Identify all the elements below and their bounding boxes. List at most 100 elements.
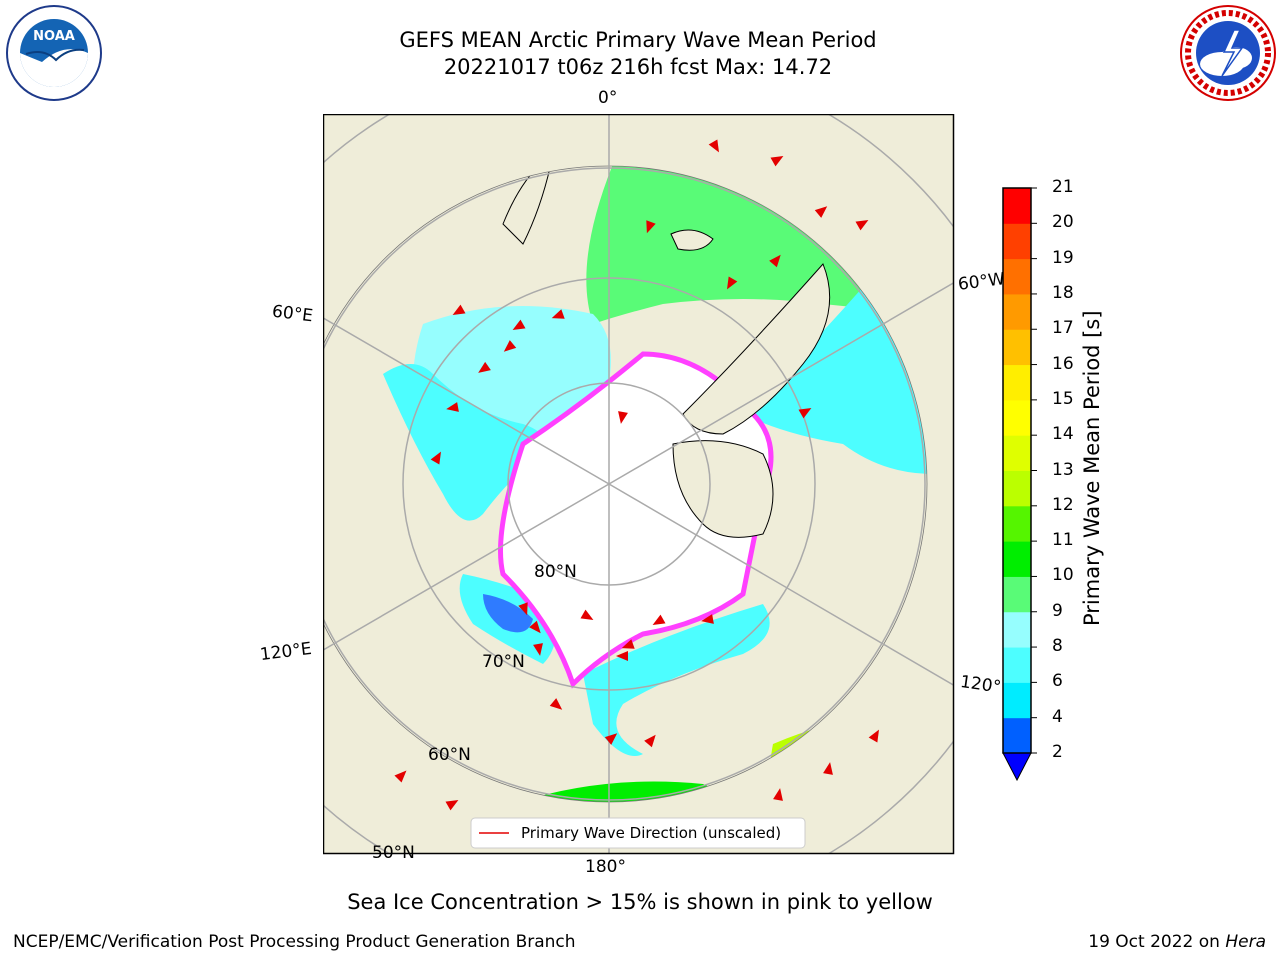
lat-label-80n: 80°N bbox=[534, 562, 577, 582]
colorbar-segments bbox=[1003, 188, 1031, 754]
colorbar-tick-label: 4 bbox=[1052, 706, 1063, 727]
novaya-zemlya bbox=[502, 166, 554, 245]
colorbar-under-triangle bbox=[1002, 752, 1032, 782]
ocean-region-cyan-south bbox=[583, 604, 770, 756]
run-date-text: 19 Oct 2022 on bbox=[1088, 932, 1226, 952]
colorbar-segment bbox=[1003, 470, 1031, 507]
wave-arrow bbox=[823, 762, 833, 775]
colorbar-segment bbox=[1003, 541, 1031, 577]
colorbar-tick-label: 12 bbox=[1052, 494, 1074, 515]
wave-arrow bbox=[549, 698, 563, 710]
colorbar-segment bbox=[1003, 258, 1031, 295]
colorbar-tick-label: 9 bbox=[1052, 600, 1063, 621]
colorbar-segment bbox=[1003, 505, 1031, 542]
wave-direction-arrows bbox=[394, 139, 879, 811]
colorbar-segment bbox=[1003, 682, 1031, 719]
colorbar-segment bbox=[1003, 293, 1031, 330]
greenland bbox=[682, 263, 831, 435]
wave-arrow bbox=[644, 734, 656, 748]
wave-arrow bbox=[430, 451, 441, 465]
lon-label-60e: 60°E bbox=[270, 301, 314, 327]
wave-arrow bbox=[518, 602, 528, 616]
colorbar bbox=[1002, 187, 1037, 782]
lat-label-60n: 60°N bbox=[428, 745, 471, 765]
colorbar-tick-label: 8 bbox=[1052, 636, 1063, 657]
wave-arrow bbox=[551, 309, 565, 319]
svalbard bbox=[670, 229, 714, 251]
arrow-legend: Primary Wave Direction (unscaled) bbox=[470, 817, 806, 849]
wave-arrow bbox=[701, 614, 714, 624]
colorbar-tick-label: 14 bbox=[1052, 424, 1074, 445]
colorbar-segment bbox=[1003, 647, 1031, 683]
wave-arrow bbox=[708, 139, 719, 153]
map-subtitle: 20221017 t06z 216h fcst Max: 14.72 bbox=[443, 55, 833, 79]
polar-map: Primary Wave Direction (unscaled) bbox=[323, 114, 955, 855]
wave-arrow bbox=[770, 156, 784, 167]
wave-arrow bbox=[769, 254, 781, 268]
wave-arrow bbox=[580, 609, 594, 620]
wave-arrow bbox=[394, 770, 407, 783]
colorbar-segment bbox=[1003, 717, 1031, 754]
sea-ice-note: Sea Ice Concentration > 15% is shown in … bbox=[347, 890, 933, 914]
colorbar-tick-label: 21 bbox=[1052, 177, 1074, 197]
colorbar-tick-label: 17 bbox=[1052, 318, 1074, 339]
colorbar-segment bbox=[1003, 399, 1031, 436]
map-title: GEFS MEAN Arctic Primary Wave Mean Perio… bbox=[399, 28, 877, 52]
wave-arrow bbox=[727, 276, 738, 290]
colorbar-tick-label: 19 bbox=[1052, 247, 1074, 268]
ocean-region-green bbox=[586, 166, 927, 324]
wave-arrow bbox=[798, 408, 812, 419]
ocean-region-blue bbox=[483, 594, 533, 633]
wave-arrow bbox=[773, 788, 783, 801]
colorbar-label: Primary Wave Mean Period [s] bbox=[1080, 310, 1104, 626]
colorbar-tick-label: 6 bbox=[1052, 671, 1063, 692]
wave-arrow bbox=[855, 220, 869, 231]
wave-arrow bbox=[616, 651, 628, 661]
lon-label-0: 0° bbox=[598, 88, 618, 108]
wave-arrow bbox=[445, 800, 459, 811]
colorbar-tick-label: 20 bbox=[1052, 212, 1074, 233]
wave-arrow bbox=[503, 340, 517, 352]
wave-arrow bbox=[604, 733, 618, 745]
wave-arrow bbox=[529, 620, 541, 634]
colorbar-segment bbox=[1003, 364, 1031, 401]
lat-label-70n: 70°N bbox=[482, 652, 525, 672]
colorbar-segment bbox=[1003, 329, 1031, 366]
arrow-legend-label: Primary Wave Direction (unscaled) bbox=[521, 824, 781, 842]
colorbar-tick-label: 11 bbox=[1052, 530, 1074, 551]
canadian-archipelago bbox=[672, 440, 774, 538]
colorbar-segment bbox=[1003, 223, 1031, 260]
colorbar-segment bbox=[1003, 576, 1031, 613]
colorbar-tick-label: 18 bbox=[1052, 282, 1074, 303]
noaa-logo-icon: NOAA bbox=[6, 5, 102, 101]
colorbar-segment bbox=[1003, 435, 1031, 471]
wave-arrow bbox=[621, 639, 635, 649]
wave-arrow bbox=[618, 411, 628, 424]
wave-arrow bbox=[814, 206, 828, 218]
colorbar-tick-label: 10 bbox=[1052, 565, 1074, 586]
lon-label-120e: 120°E bbox=[258, 638, 313, 666]
wave-arrow bbox=[478, 361, 491, 373]
colorbar-tick-label: 15 bbox=[1052, 388, 1074, 409]
colorbar-tick-label: 13 bbox=[1052, 459, 1074, 480]
wave-arrow bbox=[512, 319, 526, 330]
wave-arrow bbox=[868, 729, 879, 743]
wave-arrow bbox=[452, 304, 466, 315]
credit-text: NCEP/EMC/Verification Post Processing Pr… bbox=[13, 932, 576, 952]
wave-arrow bbox=[646, 220, 656, 234]
lat-label-50n: 50°N bbox=[372, 843, 415, 863]
nws-logo-icon bbox=[1180, 5, 1276, 101]
colorbar-tick-label: 2 bbox=[1052, 742, 1063, 762]
run-date: 19 Oct 2022 on Hera bbox=[1088, 932, 1266, 952]
colorbar-segment bbox=[1003, 188, 1031, 224]
lon-label-180: 180° bbox=[585, 857, 626, 877]
wave-arrow bbox=[446, 402, 459, 412]
machine-name: Hera bbox=[1225, 932, 1266, 952]
colorbar-tick-label: 16 bbox=[1052, 353, 1074, 374]
sea-ice-area bbox=[498, 351, 774, 689]
noaa-logo-text: NOAA bbox=[33, 29, 75, 44]
wave-arrow bbox=[533, 643, 543, 656]
ocean-region-cyan-west bbox=[383, 364, 546, 521]
wave-arrow bbox=[652, 614, 666, 625]
colorbar-segment bbox=[1003, 611, 1031, 648]
